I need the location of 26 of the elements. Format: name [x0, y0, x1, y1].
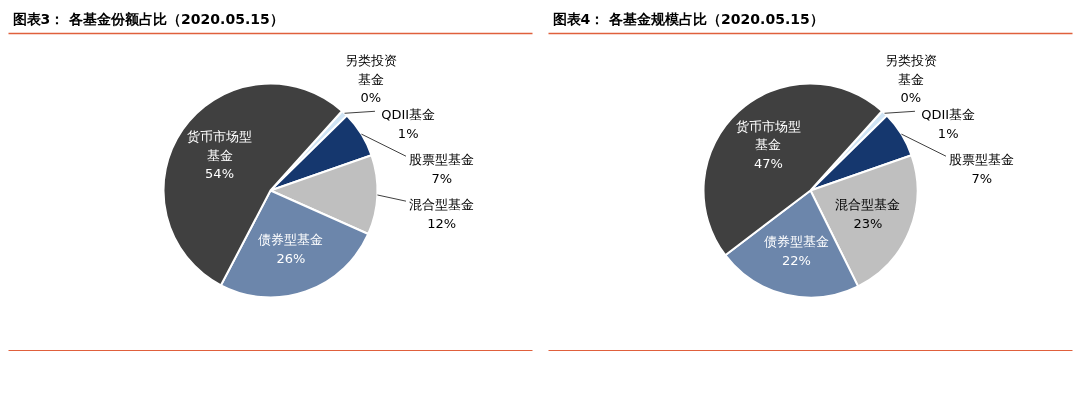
slice-label: 货币市场型基金: [735, 118, 801, 153]
data-label: 23%: [853, 215, 883, 231]
slice-label: QDII基金: [921, 107, 976, 123]
slice-label: 货币市场型基金: [187, 128, 253, 163]
data-label: 7%: [971, 170, 993, 186]
data-label: 22%: [781, 252, 811, 268]
category-label: 另类投资基金: [344, 52, 397, 87]
slice-label: 混合型基金: [409, 197, 475, 213]
category-label: 另类投资基金: [884, 52, 937, 87]
data-label: 47%: [754, 156, 783, 172]
chart-title: 图表3： 各基金份额占比（2020.05.15）: [12, 10, 284, 27]
slice-label: QDII基金: [381, 107, 436, 123]
data-label: 12%: [427, 215, 457, 231]
text: 0%: [360, 90, 382, 106]
slice-label: 债券型基金: [258, 232, 324, 248]
data-label: 54%: [205, 166, 234, 182]
slice-label: 混合型基金: [835, 197, 901, 213]
data-label: 26%: [276, 250, 306, 266]
data-label: 7%: [431, 170, 453, 186]
text: 0%: [900, 90, 922, 106]
slice-label: 股票型基金: [409, 152, 475, 168]
chart-title: 图表4： 各基金规模占比（2020.05.15）: [552, 10, 824, 27]
data-label: 1%: [937, 125, 959, 141]
slice-label: 股票型基金: [949, 152, 1015, 168]
data-label: 1%: [397, 125, 419, 141]
slice-label: 债券型基金: [763, 234, 829, 250]
